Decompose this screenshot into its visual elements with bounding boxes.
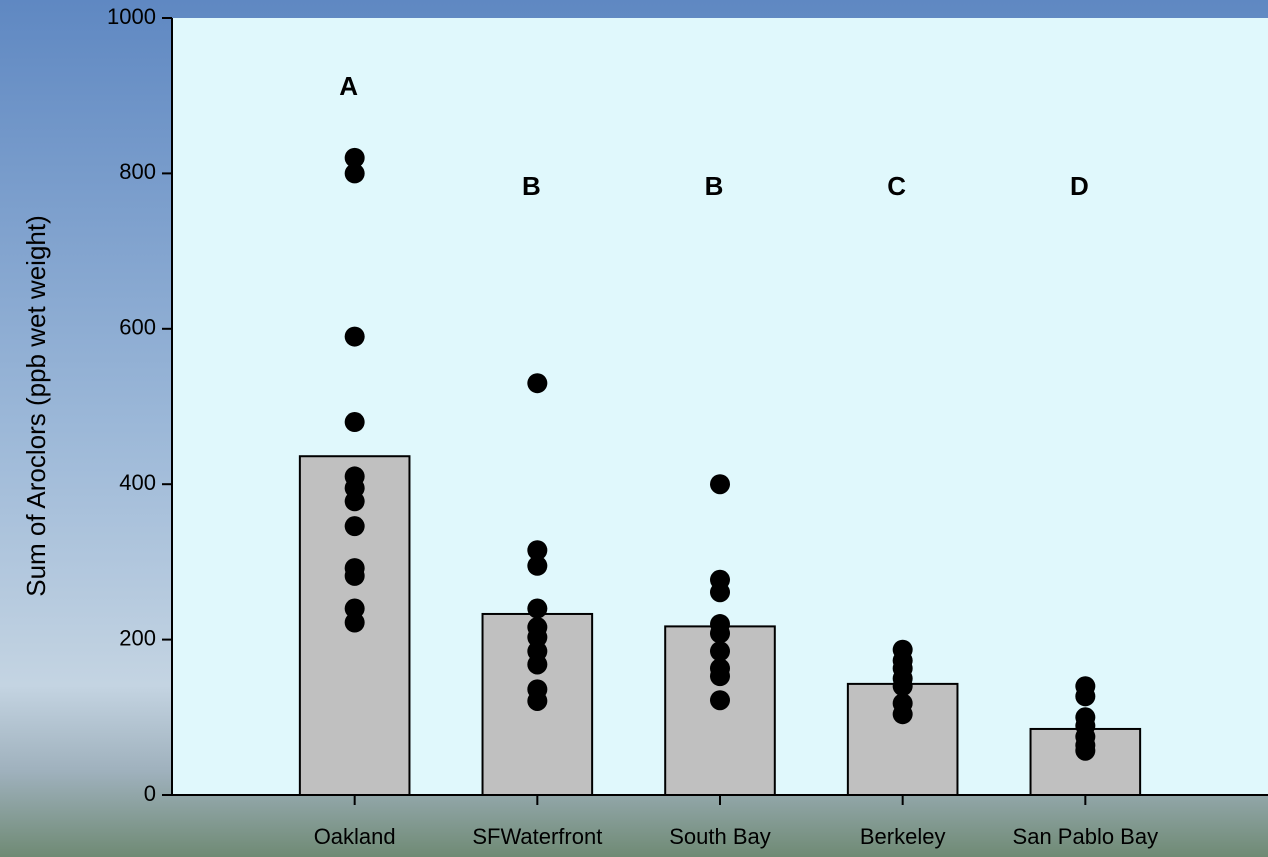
data-point (710, 582, 730, 603)
data-point (344, 598, 365, 619)
y-tick-label: 800 (119, 159, 156, 184)
data-point (527, 540, 548, 561)
annotation: A (339, 71, 358, 101)
data-point (710, 474, 730, 495)
y-tick-label: 400 (119, 470, 156, 495)
data-point (892, 676, 913, 697)
data-point (344, 565, 365, 586)
x-tick-label: South Bay (669, 824, 771, 849)
data-point (527, 555, 548, 576)
y-axis-label: Sum of Aroclors (ppb wet weight) (21, 215, 51, 597)
data-point (344, 326, 365, 347)
x-tick-label: Berkeley (860, 824, 946, 849)
y-tick-label: 200 (119, 625, 156, 650)
annotation: C (887, 171, 906, 201)
data-point (892, 704, 913, 725)
annotation: B (522, 171, 541, 201)
data-point (344, 491, 365, 512)
data-point (527, 654, 548, 675)
data-point (710, 666, 730, 687)
data-point (1075, 740, 1096, 761)
data-point (1075, 686, 1096, 707)
y-tick-label: 600 (119, 315, 156, 340)
data-point (344, 163, 365, 184)
x-tick-label: San Pablo Bay (1013, 824, 1159, 849)
annotation: D (1070, 171, 1089, 201)
y-tick-label: 0 (144, 781, 156, 806)
data-point (710, 690, 730, 711)
annotation: B (705, 171, 724, 201)
data-point (527, 598, 548, 619)
x-tick-label: SFWaterfront (472, 824, 602, 849)
data-point (527, 690, 548, 711)
data-point (710, 623, 730, 644)
y-tick-label: 1000 (107, 4, 156, 29)
data-point (710, 641, 730, 662)
x-tick-label: Oakland (314, 824, 396, 849)
data-point (344, 612, 365, 633)
data-point (344, 516, 365, 537)
data-point (344, 147, 365, 168)
data-point (527, 373, 548, 394)
data-point (344, 412, 365, 433)
data-point (527, 627, 548, 648)
